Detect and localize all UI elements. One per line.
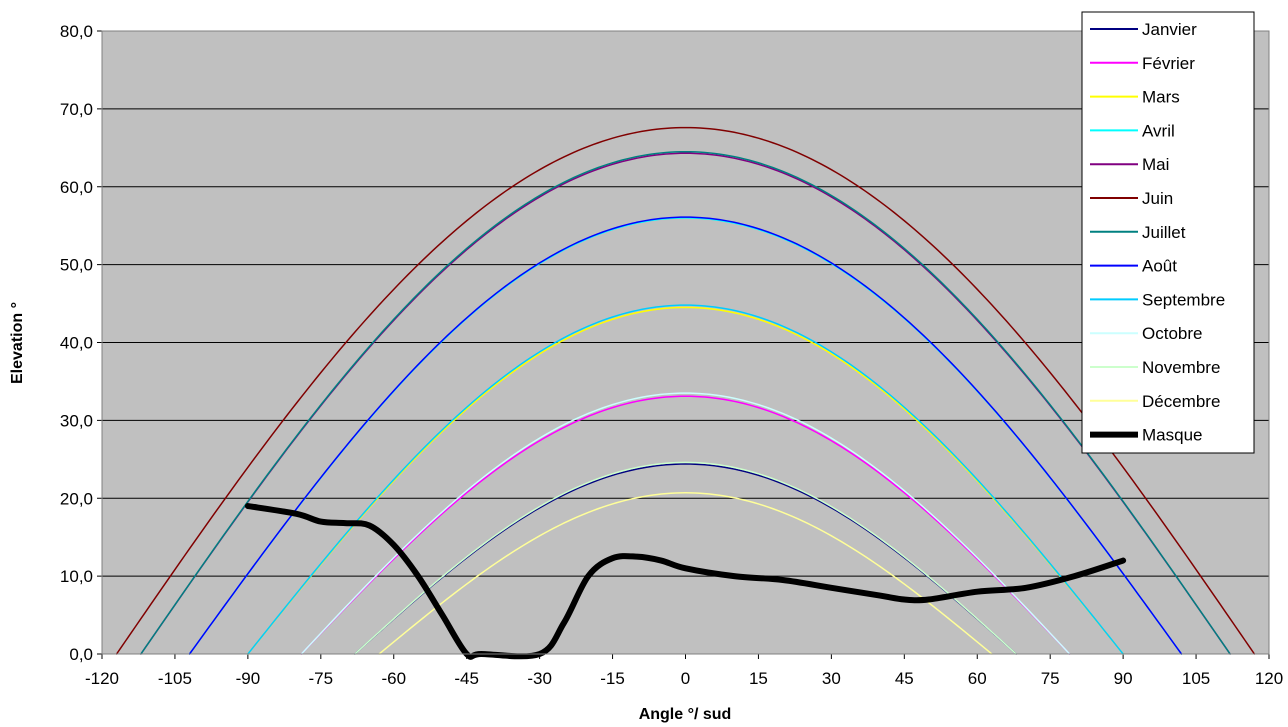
x-tick-label: 75 <box>1041 669 1060 688</box>
series-line-5 <box>115 126 1256 655</box>
series-line-9 <box>300 392 1071 655</box>
y-axis-ticks: 0,0 10,0 20,0 30,0 40,0 50,0 60,0 70,0 80,0 <box>60 22 102 664</box>
x-tick-label: -75 <box>309 669 334 688</box>
plot-border <box>101 30 1270 655</box>
x-tick-label: 90 <box>1114 669 1133 688</box>
x-tick-label: -90 <box>236 669 261 688</box>
legend-label: Août <box>1142 257 1177 276</box>
legend-label: Février <box>1142 54 1195 73</box>
y-tick-label: 60,0 <box>60 178 93 197</box>
x-tick-label: 30 <box>822 669 841 688</box>
x-tick-label: 120 <box>1255 669 1283 688</box>
x-tick-label: -30 <box>527 669 552 688</box>
x-tick-label: -120 <box>85 669 119 688</box>
x-tick-label: -15 <box>600 669 625 688</box>
legend-label: Juin <box>1142 189 1173 208</box>
y-tick-label: 30,0 <box>60 411 93 430</box>
legend-label: Septembre <box>1142 290 1225 309</box>
legend-label: Juillet <box>1142 223 1186 242</box>
series-line-7 <box>188 216 1183 655</box>
series-layer <box>115 126 1256 660</box>
x-tick-label: 60 <box>968 669 987 688</box>
y-tick-label: 0,0 <box>69 645 93 664</box>
series-line-11 <box>378 492 993 655</box>
x-tick-label: -60 <box>381 669 406 688</box>
x-axis-title: Angle °/ sud <box>639 706 732 723</box>
y-tick-label: 70,0 <box>60 100 93 119</box>
y-tick-label: 80,0 <box>60 22 93 41</box>
legend-label: Novembre <box>1142 358 1220 377</box>
x-tick-label: 105 <box>1182 669 1210 688</box>
legend-label: Octobre <box>1142 324 1202 343</box>
x-tick-label: 15 <box>749 669 768 688</box>
series-line-1 <box>300 395 1071 655</box>
series-line-10 <box>354 461 1017 655</box>
series-line-12 <box>244 503 1127 660</box>
x-tick-label: -45 <box>454 669 479 688</box>
y-tick-label: 10,0 <box>60 567 93 586</box>
y-tick-label: 50,0 <box>60 256 93 275</box>
legend: Janvier Février Mars Avril Mai Juin Juillet Aoû… <box>1081 11 1255 454</box>
y-axis-title: Elevation ° <box>9 302 26 384</box>
legend-label: Janvier <box>1142 20 1197 39</box>
legend-label: Avril <box>1142 121 1175 140</box>
y-tick-label: 20,0 <box>60 489 93 508</box>
series-line-6 <box>140 150 1231 655</box>
y-tick-label: 40,0 <box>60 334 93 353</box>
series-line-8 <box>247 304 1124 655</box>
legend-label: Mars <box>1142 88 1180 107</box>
x-tick-label: -105 <box>158 669 192 688</box>
x-axis-ticks: -120 -105 -90 -75 -60 -45 -30 -15 0 15 30 45 60 75 90 1… <box>85 654 1283 688</box>
legend-label: Masque <box>1142 426 1202 445</box>
series-line-2 <box>247 306 1124 655</box>
legend-label: Mai <box>1142 155 1169 174</box>
gridlines <box>102 108 1269 577</box>
legend-label: Décembre <box>1142 392 1220 411</box>
x-tick-label: 0 <box>681 669 690 688</box>
x-tick-label: 45 <box>895 669 914 688</box>
